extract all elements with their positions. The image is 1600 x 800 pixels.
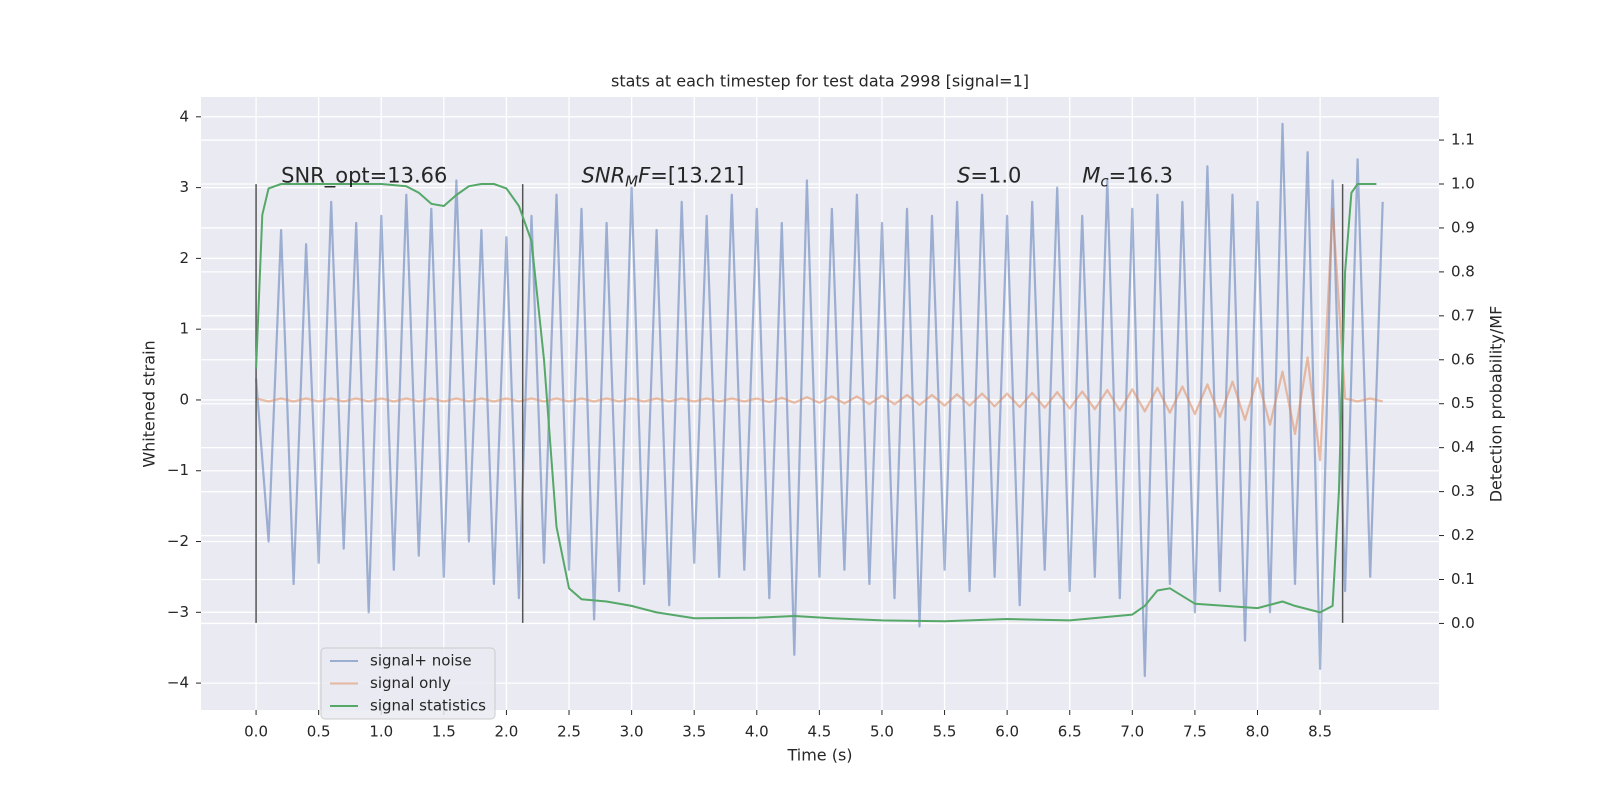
annotation-part: c <box>1100 172 1109 190</box>
x-tick-label: 2.0 <box>495 723 519 741</box>
x-tick-label: 5.5 <box>933 723 957 741</box>
annotation: SNR_opt=13.66 <box>281 163 447 188</box>
y-tick-label: −3 <box>167 603 189 621</box>
y-tick-label: −4 <box>167 674 189 692</box>
x-tick-label: 4.5 <box>807 723 831 741</box>
x-tick-label: 3.5 <box>682 723 706 741</box>
x-tick-label: 1.0 <box>369 723 393 741</box>
x-tick-label: 8.5 <box>1308 723 1332 741</box>
x-axis-label: Time (s) <box>786 746 852 765</box>
y-tick-label: −1 <box>167 461 189 479</box>
y-tick-label: −2 <box>167 532 189 550</box>
y2-tick-label: 0.9 <box>1451 218 1475 236</box>
y2-tick-label: 1.1 <box>1451 131 1475 149</box>
annotation-part: M <box>625 172 638 190</box>
y-tick-label: 4 <box>179 107 189 125</box>
annotation-part: =16.3 <box>1109 163 1173 187</box>
y-tick-label: 3 <box>179 178 189 196</box>
annotation: Mc=16.3 <box>1082 163 1173 190</box>
y2-tick-label: 0.7 <box>1451 306 1475 324</box>
legend-box <box>320 647 496 720</box>
y-axis-label: Whitened strain <box>140 340 159 467</box>
series-line <box>255 122 1384 678</box>
series-line <box>255 183 1377 623</box>
y2-tick-label: 1.0 <box>1451 175 1475 193</box>
series-line <box>255 207 1383 462</box>
legend-label: signal+ noise <box>370 652 472 670</box>
x-tick-label: 3.0 <box>620 723 644 741</box>
x-tick-label: 6.0 <box>995 723 1019 741</box>
y2-tick-label: 0.6 <box>1451 350 1475 368</box>
y2-tick-label: 0.1 <box>1451 570 1475 588</box>
y-tick-label: 0 <box>179 390 189 408</box>
annotation-part: =[13.21] <box>650 163 744 187</box>
chart-title: stats at each timestep for test data 299… <box>611 72 1029 91</box>
x-tick-label: 7.5 <box>1183 723 1207 741</box>
annotation: S=1.0 <box>957 163 1021 187</box>
x-tick-label: 0.5 <box>307 723 331 741</box>
legend-label: signal statistics <box>370 697 486 715</box>
x-tick-label: 8.0 <box>1246 723 1270 741</box>
y2-tick-label: 0.3 <box>1451 482 1475 500</box>
annotation-part: M <box>1082 163 1100 187</box>
annotation-part: SNR_opt=13.66 <box>281 163 447 188</box>
annotation-part: =1.0 <box>970 163 1021 187</box>
y2-tick-label: 0.2 <box>1451 526 1475 544</box>
y2-tick-label: 0.8 <box>1451 262 1475 280</box>
x-tick-label: 2.5 <box>557 723 581 741</box>
annotation-part: F <box>638 163 651 187</box>
y2-tick-label: 0.5 <box>1451 394 1475 412</box>
x-tick-label: 4.0 <box>745 723 769 741</box>
x-tick-label: 0.0 <box>244 723 268 741</box>
annotation-part: S <box>957 163 970 187</box>
legend-label: signal only <box>370 674 451 692</box>
annotation: SNRMF=[13.21] <box>582 163 745 190</box>
y2-tick-label: 0.0 <box>1451 614 1475 632</box>
x-tick-label: 6.5 <box>1058 723 1082 741</box>
y2-axis-label: Detection probability/MF <box>1487 306 1506 503</box>
y-tick-label: 2 <box>179 249 189 267</box>
y-tick-label: 1 <box>179 320 189 338</box>
y2-tick-label: 0.4 <box>1451 438 1475 456</box>
annotation-part: SNR <box>582 163 626 187</box>
x-tick-label: 1.5 <box>432 723 456 741</box>
x-tick-label: 5.0 <box>870 723 894 741</box>
x-tick-label: 7.0 <box>1120 723 1144 741</box>
